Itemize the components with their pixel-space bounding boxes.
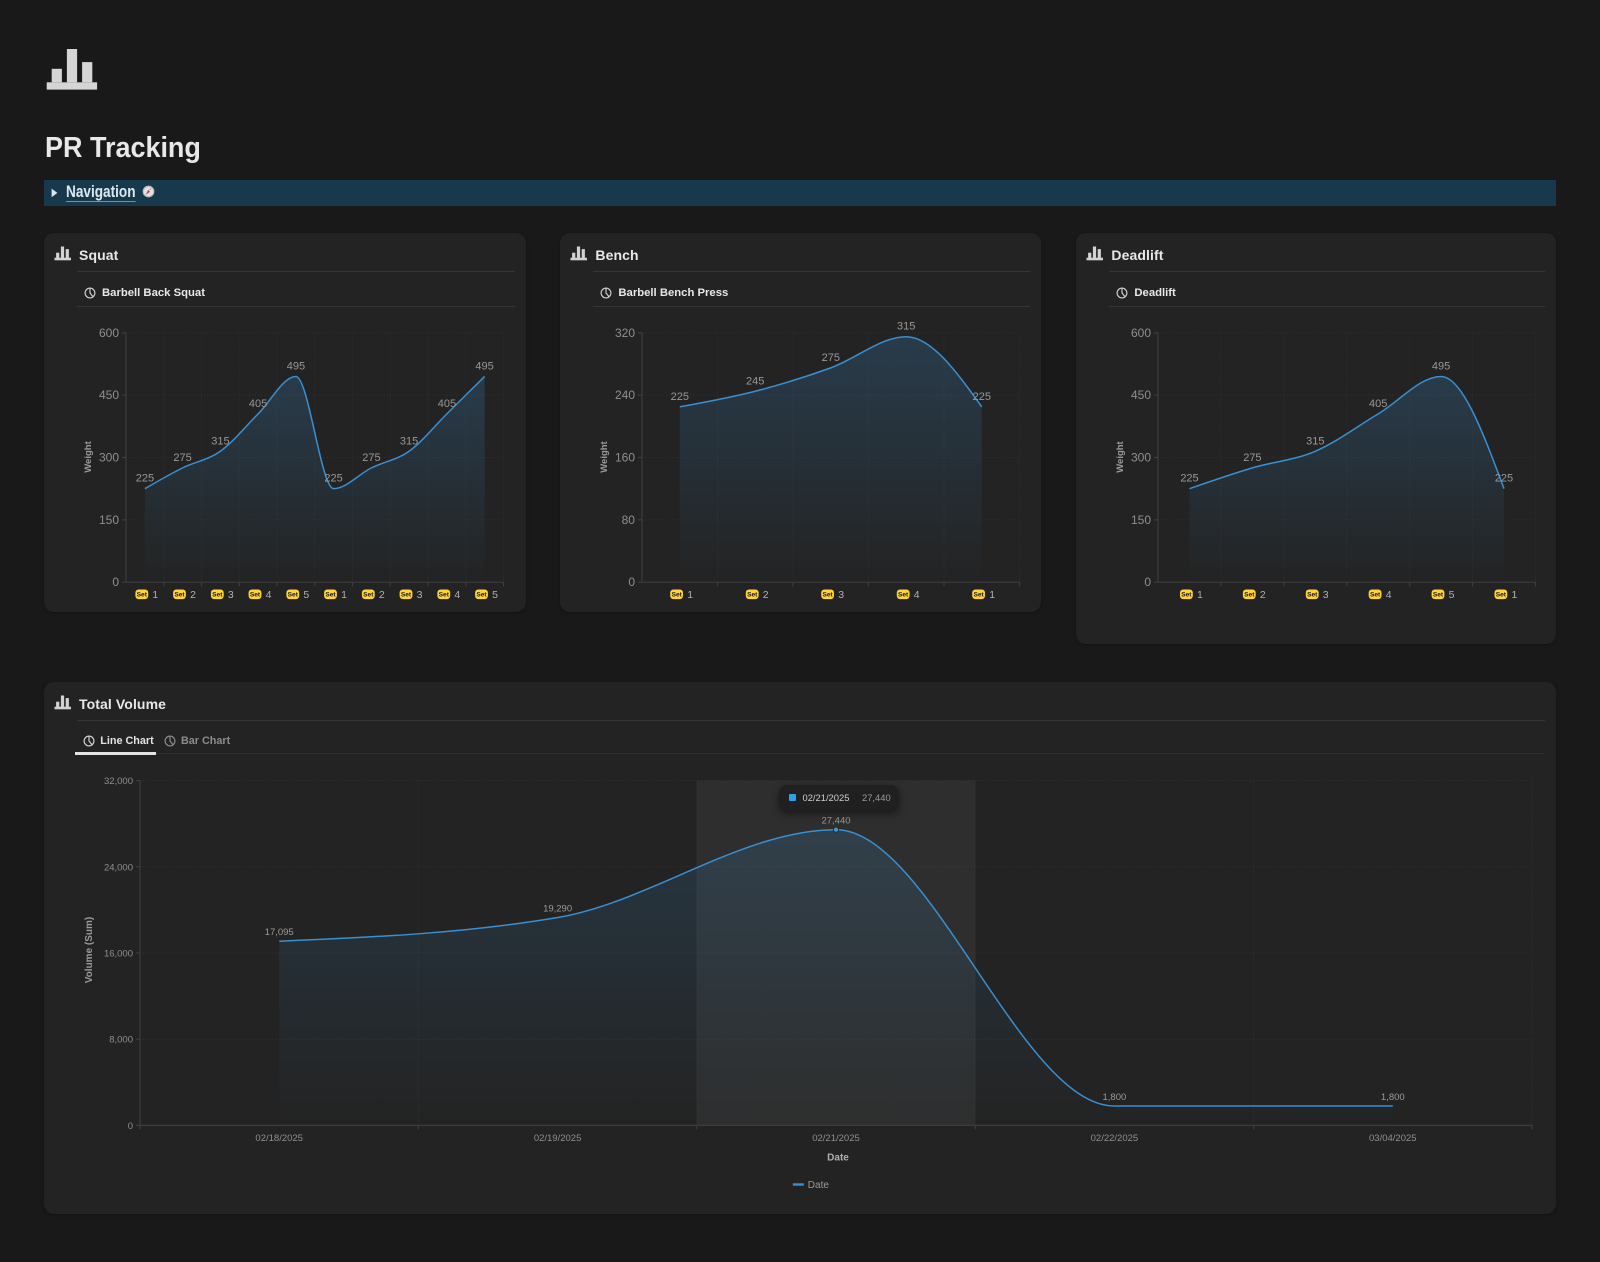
svg-text:5: 5 xyxy=(492,589,498,601)
svg-text:275: 275 xyxy=(1244,451,1262,463)
svg-text:Weight: Weight xyxy=(599,440,610,472)
svg-text:Set: Set xyxy=(747,591,758,598)
svg-text:275: 275 xyxy=(173,451,191,463)
svg-text:Set: Set xyxy=(363,591,374,598)
svg-text:225: 225 xyxy=(1495,472,1513,484)
svg-text:1: 1 xyxy=(341,589,347,601)
svg-text:02/18/2025: 02/18/2025 xyxy=(255,1133,303,1144)
svg-text:Set: Set xyxy=(1245,591,1256,598)
svg-text:Set: Set xyxy=(439,591,450,598)
svg-text:24,000: 24,000 xyxy=(104,862,133,873)
svg-text:Set: Set xyxy=(1433,591,1444,598)
svg-text:8,000: 8,000 xyxy=(109,1034,133,1045)
svg-text:225: 225 xyxy=(1181,472,1199,484)
svg-text:1: 1 xyxy=(1197,590,1203,601)
svg-text:405: 405 xyxy=(1369,397,1387,409)
svg-text:2: 2 xyxy=(1260,590,1266,601)
svg-text:1: 1 xyxy=(152,589,158,601)
svg-text:2: 2 xyxy=(379,589,385,601)
svg-text:3: 3 xyxy=(839,590,845,601)
svg-text:240: 240 xyxy=(615,388,635,402)
svg-text:4: 4 xyxy=(914,590,920,601)
svg-text:315: 315 xyxy=(400,435,418,447)
svg-text:600: 600 xyxy=(1131,325,1151,339)
svg-text:Date: Date xyxy=(827,1152,849,1163)
svg-text:Set: Set xyxy=(212,591,223,598)
svg-text:4: 4 xyxy=(1386,590,1392,601)
svg-text:600: 600 xyxy=(99,325,119,339)
svg-text:275: 275 xyxy=(822,351,840,363)
svg-text:02/19/2025: 02/19/2025 xyxy=(534,1133,582,1144)
svg-text:0: 0 xyxy=(629,575,636,589)
svg-text:1,800: 1,800 xyxy=(1381,1092,1405,1103)
svg-text:Set: Set xyxy=(288,591,299,598)
svg-text:Set: Set xyxy=(476,591,487,598)
svg-text:225: 225 xyxy=(973,390,991,402)
svg-text:32,000: 32,000 xyxy=(104,776,133,787)
svg-text:Set: Set xyxy=(823,591,834,598)
svg-text:225: 225 xyxy=(671,390,689,402)
svg-text:4: 4 xyxy=(454,589,460,601)
svg-text:1: 1 xyxy=(990,590,996,601)
svg-text:150: 150 xyxy=(99,512,119,526)
svg-text:03/04/2025: 03/04/2025 xyxy=(1369,1133,1417,1144)
svg-text:Weight: Weight xyxy=(83,440,94,472)
svg-text:3: 3 xyxy=(228,589,234,601)
svg-text:150: 150 xyxy=(1131,512,1151,526)
svg-text:315: 315 xyxy=(211,435,229,447)
svg-text:0: 0 xyxy=(128,1120,133,1131)
svg-text:275: 275 xyxy=(362,451,380,463)
svg-text:Volume (Sum): Volume (Sum) xyxy=(84,916,95,982)
svg-text:02/21/2025: 02/21/2025 xyxy=(812,1133,860,1144)
svg-text:Set: Set xyxy=(250,591,261,598)
svg-text:Set: Set xyxy=(974,591,985,598)
svg-text:Set: Set xyxy=(401,591,412,598)
svg-text:450: 450 xyxy=(1131,388,1151,402)
svg-text:320: 320 xyxy=(615,325,635,339)
svg-text:225: 225 xyxy=(324,472,342,484)
svg-text:02/22/2025: 02/22/2025 xyxy=(1091,1133,1139,1144)
svg-text:Weight: Weight xyxy=(1115,440,1126,472)
svg-text:315: 315 xyxy=(1307,435,1325,447)
svg-text:17,095: 17,095 xyxy=(265,927,294,938)
svg-text:405: 405 xyxy=(438,397,456,409)
svg-text:495: 495 xyxy=(287,360,305,372)
svg-text:0: 0 xyxy=(112,575,119,589)
svg-text:0: 0 xyxy=(1145,575,1152,589)
svg-text:Set: Set xyxy=(325,591,336,598)
svg-text:450: 450 xyxy=(99,388,119,402)
svg-text:Set: Set xyxy=(1496,591,1507,598)
svg-text:3: 3 xyxy=(417,589,423,601)
svg-text:Set: Set xyxy=(1182,591,1193,598)
svg-text:Set: Set xyxy=(1307,591,1318,598)
svg-text:Set: Set xyxy=(137,591,148,598)
svg-text:5: 5 xyxy=(303,589,309,601)
svg-text:2: 2 xyxy=(763,590,769,601)
svg-text:4: 4 xyxy=(266,589,272,601)
svg-text:2: 2 xyxy=(190,589,196,601)
svg-text:405: 405 xyxy=(249,397,267,409)
svg-text:495: 495 xyxy=(475,360,493,372)
svg-text:Set: Set xyxy=(174,591,185,598)
svg-text:Set: Set xyxy=(672,591,683,598)
svg-text:5: 5 xyxy=(1449,590,1455,601)
svg-text:Set: Set xyxy=(1370,591,1381,598)
svg-text:245: 245 xyxy=(746,375,764,387)
svg-text:300: 300 xyxy=(99,450,119,464)
svg-text:Date: Date xyxy=(808,1180,830,1191)
svg-text:1: 1 xyxy=(688,590,694,601)
svg-text:80: 80 xyxy=(622,512,636,526)
svg-text:1,800: 1,800 xyxy=(1103,1092,1127,1103)
svg-text:1: 1 xyxy=(1512,590,1518,601)
svg-text:16,000: 16,000 xyxy=(104,948,133,959)
svg-text:Set: Set xyxy=(898,591,909,598)
svg-text:19,290: 19,290 xyxy=(543,903,572,914)
svg-text:160: 160 xyxy=(615,450,635,464)
svg-text:3: 3 xyxy=(1323,590,1329,601)
svg-text:225: 225 xyxy=(136,472,154,484)
svg-text:27,440: 27,440 xyxy=(821,815,850,826)
svg-text:300: 300 xyxy=(1131,450,1151,464)
svg-text:495: 495 xyxy=(1432,360,1450,372)
svg-text:315: 315 xyxy=(897,320,915,332)
